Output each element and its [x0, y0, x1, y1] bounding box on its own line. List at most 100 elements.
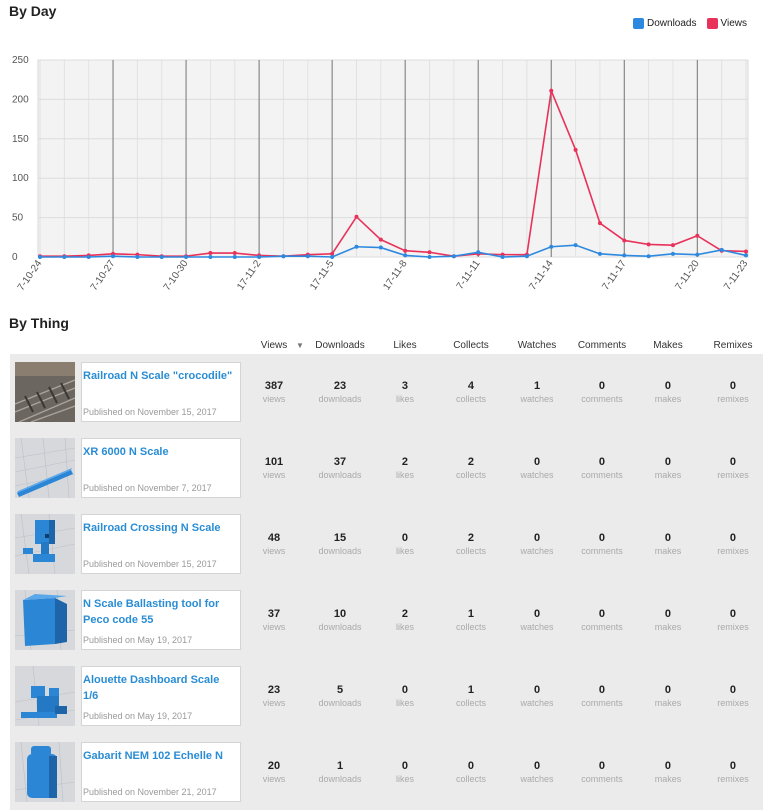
- legend-downloads-label: Downloads: [647, 18, 697, 29]
- thing-published-date: Published on November 21, 2017: [83, 787, 217, 797]
- y-tick-label: 0: [12, 252, 18, 263]
- thing-card: Gabarit NEM 102 Echelle N Published on No…: [81, 742, 241, 802]
- stat-remixes: 0 remixes: [717, 532, 749, 557]
- stat-label: views: [262, 774, 286, 784]
- data-point-views: [403, 248, 408, 253]
- data-point-downloads: [257, 255, 262, 259]
- plot-area: [37, 59, 749, 258]
- x-tick-label: 7-10-30: [162, 258, 191, 293]
- stat-remixes: 0 remixes: [717, 380, 749, 405]
- thing-row: Gabarit NEM 102 Echelle N Published on No…: [10, 734, 763, 810]
- thing-name-link[interactable]: Railroad Crossing N Scale: [83, 522, 221, 534]
- stat-label: comments: [581, 470, 623, 480]
- data-point-downloads: [62, 255, 67, 259]
- series-line-downloads: [40, 244, 747, 258]
- legend-views-label: Views: [720, 18, 748, 29]
- stat-collects: 2 collects: [456, 456, 486, 481]
- stat-label: likes: [395, 622, 415, 632]
- stat-label: watches: [520, 698, 554, 708]
- data-point-downloads: [111, 254, 116, 259]
- stat-value: 101: [264, 456, 284, 468]
- stat-comments: 0 comments: [581, 760, 623, 785]
- data-point-downloads: [305, 254, 310, 259]
- stat-label: comments: [581, 774, 623, 784]
- stat-value: 0: [401, 532, 409, 544]
- col-collects[interactable]: Collects: [453, 340, 489, 351]
- stat-downloads: 10 downloads: [318, 608, 361, 633]
- rail-photo-thumbnail[interactable]: [15, 362, 75, 422]
- sort-desc-icon[interactable]: ▼: [296, 341, 304, 350]
- data-point-downloads: [719, 247, 724, 252]
- col-watches[interactable]: Watches: [517, 340, 557, 351]
- stat-value: 2: [467, 456, 475, 468]
- stat-value: 2: [401, 608, 409, 620]
- stat-value: 0: [664, 684, 672, 696]
- stat-remixes: 0 remixes: [717, 456, 749, 481]
- thing-name-link[interactable]: N Scale Ballasting tool for Peco code 55: [83, 598, 220, 626]
- crossing-model-thumbnail[interactable]: [15, 514, 75, 574]
- y-tick-label: 50: [12, 213, 24, 224]
- stat-comments: 0 comments: [581, 380, 623, 405]
- stat-makes: 0 makes: [655, 456, 682, 481]
- stat-likes: 2 likes: [396, 608, 414, 633]
- stat-label: downloads: [318, 622, 362, 632]
- gabarit-model-thumbnail[interactable]: [15, 742, 75, 802]
- stat-label: makes: [654, 546, 682, 556]
- col-remixes[interactable]: Remixes: [713, 340, 753, 351]
- thing-published-date: Published on November 7, 2017: [83, 483, 212, 493]
- stat-likes: 3 likes: [396, 380, 414, 405]
- x-tick-label: 17-11-5: [308, 258, 337, 292]
- stat-label: makes: [654, 622, 682, 632]
- stat-value: 2: [401, 456, 409, 468]
- thing-name-link[interactable]: XR 6000 N Scale: [83, 446, 169, 458]
- col-downloads[interactable]: Downloads: [315, 340, 365, 351]
- data-point-downloads: [524, 254, 529, 259]
- stat-value: 0: [664, 456, 672, 468]
- stat-collects: 1 collects: [456, 608, 486, 633]
- stat-label: makes: [654, 394, 682, 404]
- y-tick-label: 150: [12, 134, 29, 145]
- legend-views[interactable]: Views: [706, 18, 748, 29]
- stat-label: views: [262, 470, 286, 480]
- data-point-views: [427, 250, 432, 255]
- thing-name-link[interactable]: Railroad N Scale "crocodile": [83, 370, 233, 382]
- stat-views: 101 views: [263, 456, 286, 481]
- thing-published-date: Published on November 15, 2017: [83, 559, 217, 569]
- stat-value: 0: [664, 608, 672, 620]
- thing-name-link[interactable]: Alouette Dashboard Scale 1/6: [83, 674, 220, 702]
- stat-label: remixes: [717, 698, 749, 708]
- legend-downloads[interactable]: Downloads: [633, 18, 697, 29]
- col-views[interactable]: Views: [260, 340, 288, 351]
- data-point-views: [354, 214, 359, 219]
- thing-published-date: Published on May 19, 2017: [83, 635, 193, 645]
- data-point-downloads: [573, 243, 578, 248]
- stat-views: 23 views: [263, 684, 286, 709]
- stat-value: 0: [729, 456, 737, 468]
- stat-label: comments: [581, 698, 623, 708]
- stat-value: 5: [336, 684, 344, 696]
- dashboard-model-thumbnail[interactable]: [15, 666, 75, 726]
- stat-label: makes: [654, 470, 682, 480]
- stat-value: 37: [267, 608, 281, 620]
- stat-likes: 0 likes: [396, 532, 414, 557]
- box-model-thumbnail[interactable]: [15, 590, 75, 650]
- col-likes[interactable]: Likes: [393, 340, 417, 351]
- thing-card: N Scale Ballasting tool for Peco code 55…: [81, 590, 241, 650]
- stat-label: watches: [520, 470, 554, 480]
- thing-name-link[interactable]: Gabarit NEM 102 Echelle N: [83, 750, 223, 762]
- x-tick-label: 7-10-27: [89, 258, 118, 293]
- col-comments[interactable]: Comments: [577, 340, 627, 351]
- stat-label: collects: [455, 698, 487, 708]
- data-point-downloads: [232, 255, 237, 259]
- stat-watches: 0 watches: [520, 456, 553, 481]
- stat-value: 10: [333, 608, 347, 620]
- stat-value: 20: [267, 760, 281, 772]
- stat-value: 4: [467, 380, 475, 392]
- stat-label: makes: [654, 698, 682, 708]
- y-tick-label: 250: [12, 55, 29, 66]
- data-point-downloads: [597, 251, 602, 256]
- col-makes[interactable]: Makes: [653, 340, 683, 351]
- stat-likes: 0 likes: [396, 760, 414, 785]
- x-tick-label: 7-10-24: [16, 258, 45, 293]
- bar-model-thumbnail[interactable]: [15, 438, 75, 498]
